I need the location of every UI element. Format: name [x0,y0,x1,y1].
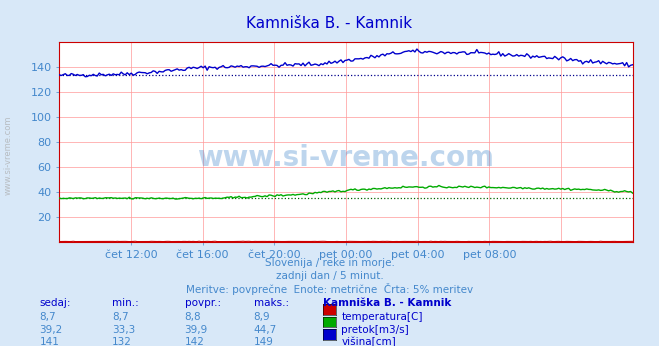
Text: 39,9: 39,9 [185,325,208,335]
Text: min.:: min.: [112,298,139,308]
Text: povpr.:: povpr.: [185,298,221,308]
Text: 8,7: 8,7 [40,312,56,322]
Text: 44,7: 44,7 [254,325,277,335]
Text: 33,3: 33,3 [112,325,135,335]
Text: 141: 141 [40,337,59,346]
Text: maks.:: maks.: [254,298,289,308]
Text: zadnji dan / 5 minut.: zadnji dan / 5 minut. [275,271,384,281]
Text: pretok[m3/s]: pretok[m3/s] [341,325,409,335]
Text: 8,7: 8,7 [112,312,129,322]
Text: 149: 149 [254,337,273,346]
Text: www.si-vreme.com: www.si-vreme.com [4,116,13,195]
Text: Slovenija / reke in morje.: Slovenija / reke in morje. [264,258,395,268]
Text: temperatura[C]: temperatura[C] [341,312,423,322]
Text: višina[cm]: višina[cm] [341,337,396,346]
Text: Kamniška B. - Kamnik: Kamniška B. - Kamnik [323,298,451,308]
Text: 142: 142 [185,337,204,346]
Text: 8,8: 8,8 [185,312,201,322]
Text: 8,9: 8,9 [254,312,270,322]
Text: Meritve: povprečne  Enote: metrične  Črta: 5% meritev: Meritve: povprečne Enote: metrične Črta:… [186,283,473,295]
Text: 132: 132 [112,337,132,346]
Text: www.si-vreme.com: www.si-vreme.com [198,144,494,172]
Text: Kamniška B. - Kamnik: Kamniška B. - Kamnik [246,16,413,30]
Text: sedaj:: sedaj: [40,298,71,308]
Text: 39,2: 39,2 [40,325,63,335]
